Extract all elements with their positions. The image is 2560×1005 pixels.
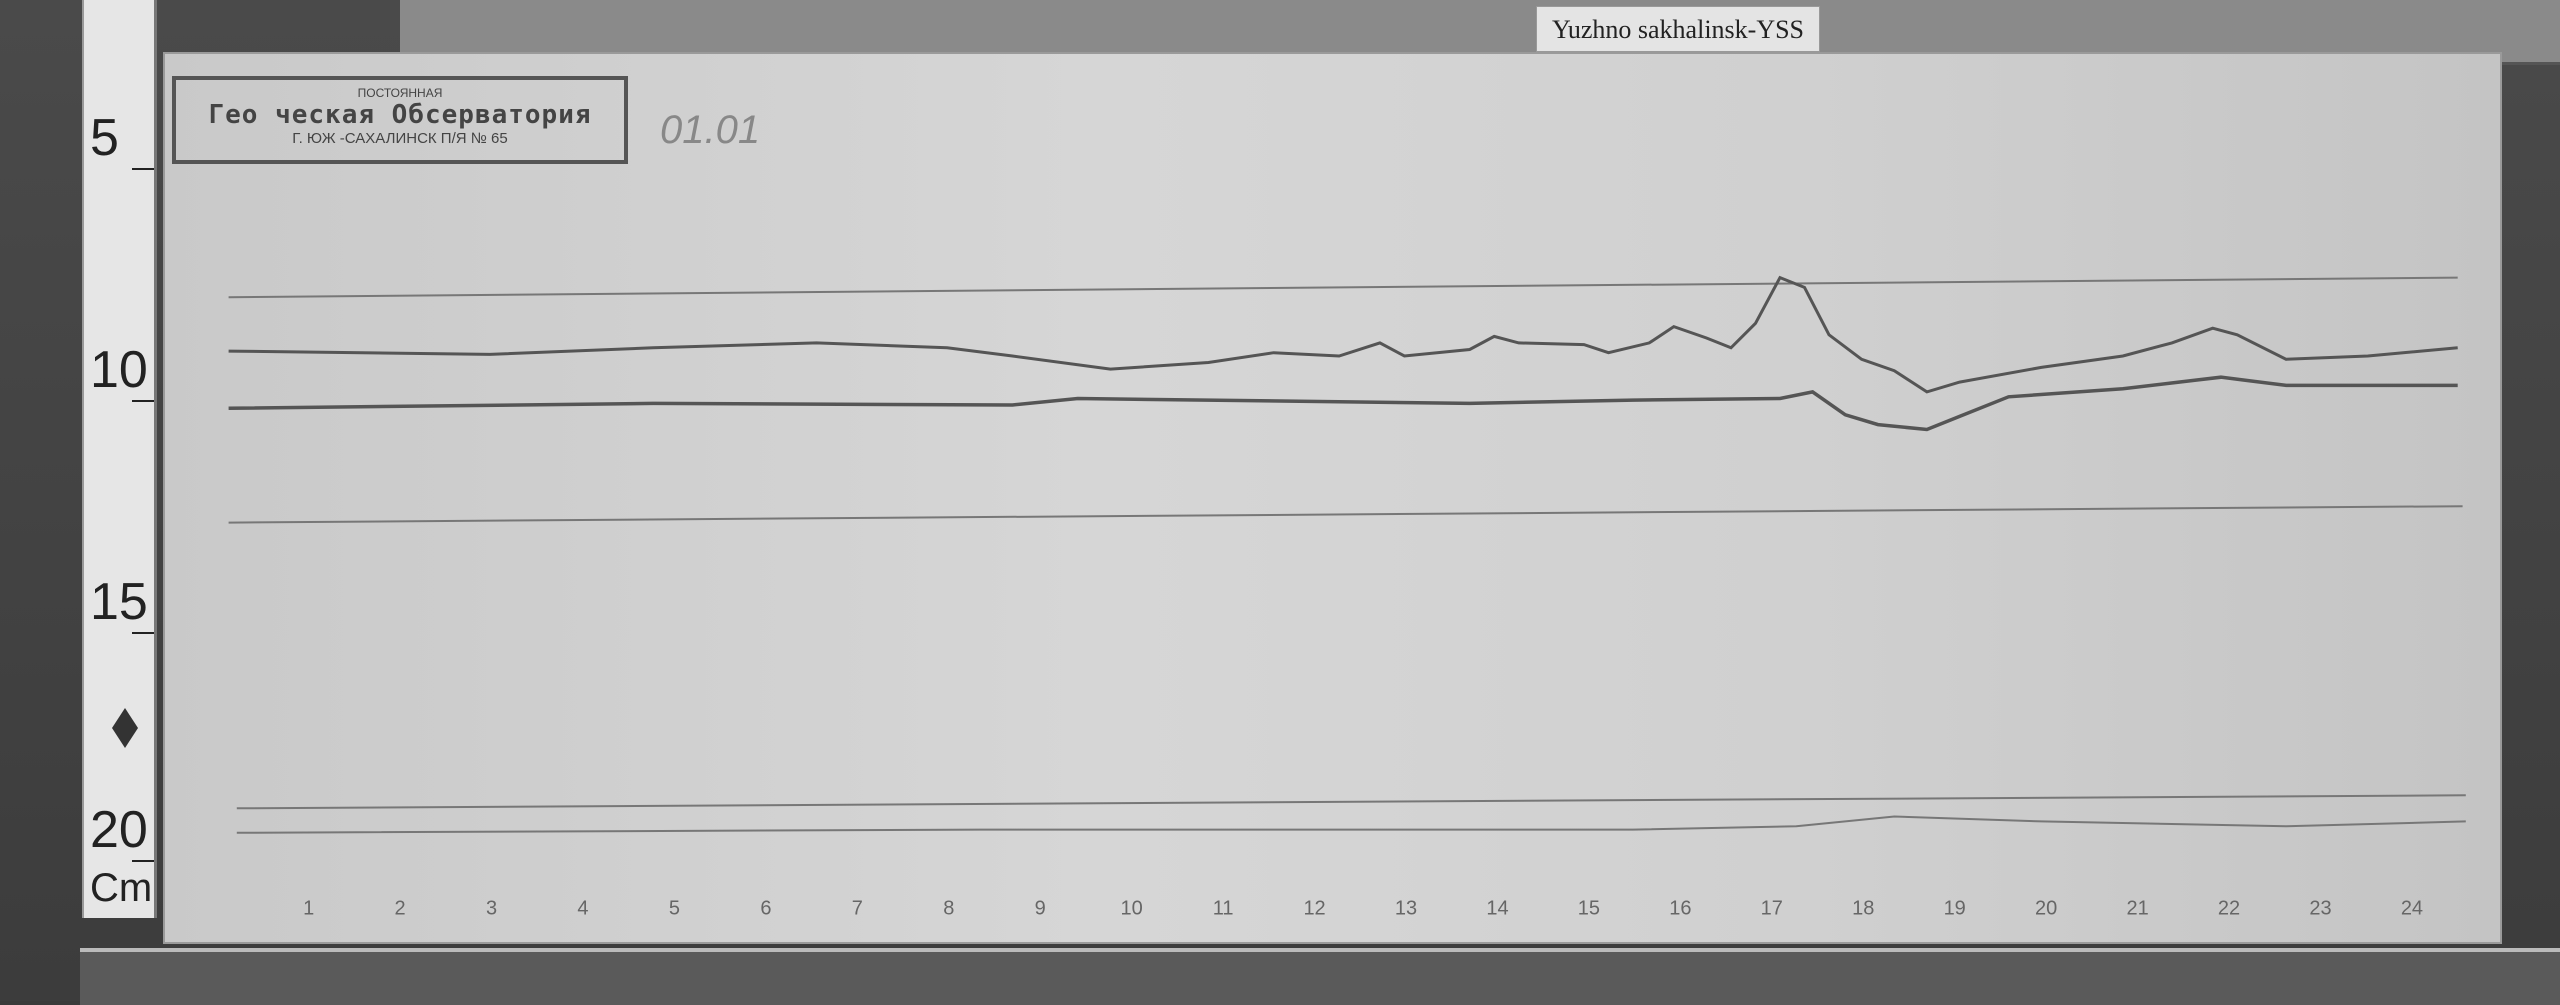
ruler-label: 10 — [90, 341, 148, 399]
hour-label: 12 — [1303, 897, 1325, 919]
hour-label: 13 — [1395, 897, 1417, 919]
ruler: 5 10 15 20 Cm — [82, 0, 157, 918]
stamp-title: Гео ческая Обсерватория — [208, 100, 592, 130]
hour-label: 23 — [2309, 897, 2331, 919]
trace-bottom — [236, 815, 2466, 834]
hour-label: 19 — [1944, 897, 1966, 919]
trace-lower — [228, 375, 2458, 432]
hour-label: 9 — [1035, 897, 1046, 919]
hour-label: 22 — [2218, 897, 2240, 919]
magnetogram-paper — [163, 52, 2502, 944]
hour-label: 11 — [1213, 897, 1234, 919]
ruler-unit: Cm — [90, 866, 153, 910]
stamp-line: ПОСТОЯННАЯ — [357, 86, 443, 100]
hour-label: 17 — [1761, 897, 1783, 919]
baseline-top — [228, 276, 2458, 299]
hour-label: 2 — [395, 897, 406, 919]
hour-label: 7 — [852, 897, 863, 919]
hour-label: 14 — [1486, 897, 1508, 919]
baseline-middle — [228, 505, 2463, 524]
hour-label: 15 — [1578, 897, 1600, 919]
bottom-frame — [80, 948, 2560, 1005]
ruler-tick — [132, 860, 154, 862]
hour-label: 20 — [2035, 897, 2057, 919]
handwritten-date: 01.01 — [660, 108, 761, 152]
hour-label: 16 — [1669, 897, 1691, 919]
hour-label: 4 — [577, 897, 588, 919]
hour-label: 1 — [303, 897, 314, 919]
hour-label: 10 — [1121, 897, 1143, 919]
ruler-label: 5 — [90, 109, 119, 167]
hour-label: 8 — [943, 897, 954, 919]
ruler-label: 15 — [90, 573, 148, 631]
hour-label: 24 — [2401, 897, 2423, 919]
hour-label: 21 — [2126, 897, 2148, 919]
hour-label: 18 — [1852, 897, 1874, 919]
stamp-address: Г. ЮЖ -САХАЛИНСК П/Я № 65 — [292, 130, 508, 147]
hour-label: 6 — [760, 897, 771, 919]
station-label: Yuzhno sakhalinsk-YSS — [1536, 6, 1820, 52]
baseline-bottom-1 — [236, 794, 2466, 810]
hour-label: 5 — [669, 897, 680, 919]
ruler-tick — [132, 632, 154, 634]
trace-upper — [228, 275, 2458, 394]
observatory-stamp: ПОСТОЯННАЯ Гео ческая Обсерватория Г. ЮЖ… — [172, 76, 628, 164]
hour-label: 3 — [486, 897, 497, 919]
ruler-tick — [132, 400, 154, 402]
ruler-label: 20 — [90, 801, 148, 859]
ruler-tick — [132, 168, 154, 170]
diamond-marker-icon — [112, 708, 138, 748]
